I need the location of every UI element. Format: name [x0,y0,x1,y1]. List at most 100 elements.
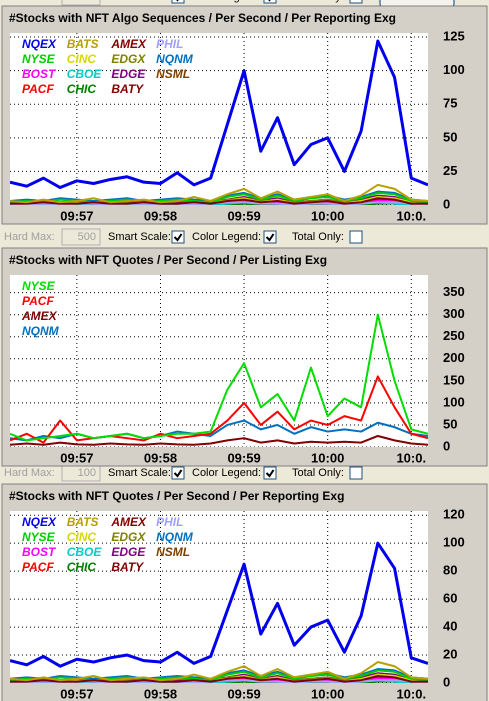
chart-title: #Stocks with NFT Quotes / Per Second / P… [9,253,327,267]
x-tick-label: 10:00 [311,450,344,465]
series-line [10,183,428,204]
checkbox[interactable] [263,0,277,4]
legend-entry: BOST [22,545,57,559]
plot-area [10,511,428,683]
legend-entry: NSML [156,67,190,81]
x-tick-label: 10:00 [311,208,344,223]
series-line [10,197,428,205]
y-tick-label: 60 [443,591,457,606]
y-tick-label: 50 [443,416,457,431]
legend-entry: PHIL [156,515,183,529]
legend-entry: BATY [111,560,144,574]
legend-entry: BATS [67,37,99,51]
checkbox[interactable] [263,230,277,244]
hard-max-value: 100 [78,0,96,3]
legend-entry: NSML [156,545,190,559]
checkbox[interactable] [263,466,277,480]
legend-entry: NQNM [156,530,194,544]
y-tick-label: 100 [443,535,465,550]
y-tick-label: 100 [443,62,465,77]
legend-entry: EDGX [111,530,146,544]
legend-entry: BATS [67,515,99,529]
total-only-label: Total Only: [292,231,344,243]
legend-entry: NQNM [22,324,60,338]
legend-entry: EDGE [111,545,146,559]
x-tick-label: 09:57 [60,450,93,465]
smart-scale-label: Smart Scale: [108,0,171,3]
series-line [10,39,428,190]
x-tick-label: 09:59 [227,208,260,223]
legend-entry: AMEX [21,309,58,323]
hard-max-label: Hard Max: [4,0,55,3]
y-tick-label: 250 [443,328,465,343]
y-tick-label: 0 [443,674,450,689]
legend-entry: NQEX [22,37,57,51]
legend-entry: PACF [22,82,54,96]
legend-entry: NQEX [22,515,57,529]
series-line [10,434,428,446]
legend-entry: PHIL [156,37,183,51]
y-tick-label: 200 [443,350,465,365]
legend-entry: CBOE [67,545,103,559]
y-tick-label: 40 [443,619,457,634]
total-only-label: Total Only: [292,467,344,479]
smart-scale-label: Smart Scale: [108,467,171,479]
legend-entry: EDGX [111,52,146,66]
x-tick-label: 09:58 [144,208,177,223]
x-tick-label: 09:57 [60,208,93,223]
checkbox[interactable] [349,466,363,480]
y-tick-label: 300 [443,306,465,321]
smart-scale-label: Smart Scale: [108,231,171,243]
series-line [10,375,428,444]
series-line [10,661,428,682]
y-tick-label: 0 [443,196,450,211]
plot [10,511,428,683]
y-tick-label: 125 [443,28,465,43]
x-tick-label: 09:58 [144,450,177,465]
chart-title: #Stocks with NFT Quotes / Per Second / P… [9,489,344,503]
button-label: Clear Alerts [389,0,446,3]
y-tick-label: 100 [443,394,465,409]
hard-max-value: 100 [78,467,96,479]
hard-max-input [61,228,101,246]
chart-title: #Stocks with NFT Algo Sequences / Per Se… [9,11,396,25]
legend-entry: NYSE [22,530,56,544]
x-tick-label: 10:0. [396,686,426,701]
legend-entry: CBOE [67,67,103,81]
color-legend-label: Color Legend: [192,0,261,3]
checkmark [173,233,183,242]
y-tick-label: 150 [443,372,465,387]
plot [10,275,428,447]
legend-entry: NQNM [156,52,194,66]
checkbox[interactable] [171,230,185,244]
legend-entry: EDGE [111,67,146,81]
checkbox[interactable] [171,0,185,4]
checkbox[interactable] [349,0,363,4]
legend-entry: PACF [22,560,54,574]
y-tick-label: 25 [443,163,457,178]
y-tick-label: 120 [443,507,465,522]
x-tick-label: 10:0. [396,208,426,223]
plot-area [10,275,428,447]
x-tick-label: 09:58 [144,686,177,701]
series-line [10,541,428,668]
series-line [10,313,428,442]
checkbox[interactable] [349,230,363,244]
hard-max-label: Hard Max: [4,231,55,243]
checkbox[interactable] [171,466,185,480]
x-tick-label: 09:57 [60,686,93,701]
y-tick-label: 350 [443,284,465,299]
legend-entry: BATY [111,82,144,96]
legend-entry: CINC [67,52,97,66]
y-tick-label: 80 [443,563,457,578]
color-legend-label: Color Legend: [192,231,261,243]
hard-max-label: Hard Max: [4,467,55,479]
checkmark [265,233,275,242]
color-legend-label: Color Legend: [192,467,261,479]
hard-max-value: 500 [78,231,96,243]
series-line [10,675,428,683]
y-tick-label: 75 [443,96,457,111]
checkmark [265,469,275,478]
y-tick-label: 20 [443,646,457,661]
